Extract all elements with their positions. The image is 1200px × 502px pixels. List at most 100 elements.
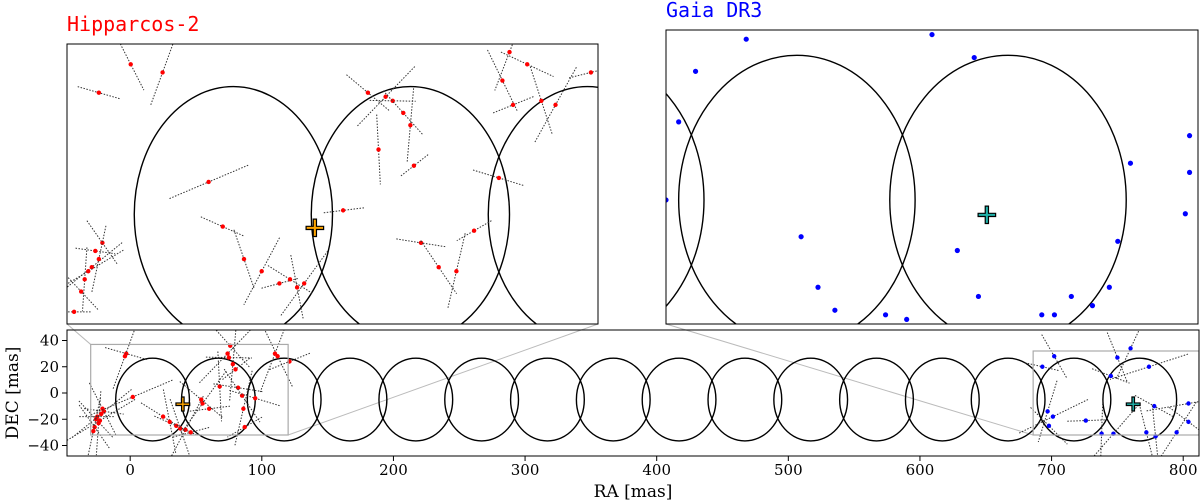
main-data-point <box>253 396 258 401</box>
hipparcos-axes-frame <box>66 43 599 325</box>
x-tick-label: 500 <box>774 461 803 479</box>
hipparcos-data-point <box>78 289 84 294</box>
main-data-point <box>1115 355 1120 360</box>
gaia-data-point <box>815 284 821 290</box>
hipparcos-data-point <box>500 78 505 83</box>
hipparcos-data-point <box>539 98 544 104</box>
hipparcos-data-point <box>340 208 346 213</box>
hipparcos-data-point <box>277 281 282 286</box>
x-axis-ticks: 0 100 200 300 400 500 600 700 800 <box>125 456 1198 479</box>
main-loop-11 <box>838 357 915 442</box>
main-data-point <box>160 414 166 419</box>
hipparcos-data-point <box>418 240 424 246</box>
gaia-data-point <box>1115 238 1121 244</box>
hipparcos-inset-marker: + <box>303 210 326 243</box>
hipparcos-data-point <box>100 240 105 246</box>
gaia-data-point <box>743 36 749 42</box>
hipparcos-data-point <box>301 281 307 286</box>
main-data-point <box>230 361 236 367</box>
main-scan-line <box>1091 368 1130 384</box>
gaia-data-point <box>904 316 910 323</box>
main-data-point <box>199 397 204 402</box>
main-scan-line <box>227 416 263 438</box>
main-loop-14 <box>1036 357 1112 442</box>
gaia-data-point <box>1039 312 1045 318</box>
main-data-point <box>1083 418 1089 423</box>
gaia-data-point <box>1127 160 1134 166</box>
gaia-data-point <box>832 307 838 313</box>
gaia-data-point <box>692 68 699 74</box>
main-loop-13 <box>970 357 1046 442</box>
main-loop-8 <box>641 357 717 442</box>
gaia-data-point <box>1186 133 1193 139</box>
main-scan-line <box>1030 407 1068 445</box>
hipparcos-scan-line <box>500 51 554 77</box>
gaia-data-point <box>975 293 982 300</box>
main-data-point <box>1052 354 1057 359</box>
y-axis-label: DEC [mas] <box>3 347 23 440</box>
main-data-point <box>1186 419 1191 425</box>
main-data-point <box>272 351 278 356</box>
main-data-point <box>233 367 238 372</box>
main-data-point <box>100 406 105 411</box>
gaia-data-point <box>676 119 682 125</box>
hipparcos-data-point <box>588 70 594 75</box>
hipparcos-data-point <box>89 264 94 270</box>
x-tick-label: 700 <box>1037 461 1066 479</box>
main-data-point <box>122 354 128 359</box>
gaia-loop-10 <box>0 55 71 344</box>
main-loop-5 <box>444 357 520 442</box>
main-data-point <box>239 393 245 398</box>
main-scan-line <box>88 382 117 435</box>
main-loop-6 <box>509 357 585 442</box>
gaia-inset-marker: + <box>975 198 998 231</box>
main-data-point <box>174 423 179 429</box>
gaia-data-point <box>971 54 977 61</box>
main-scan-line <box>1160 401 1197 456</box>
main-data-point <box>178 426 183 431</box>
main-data-point <box>225 351 230 356</box>
hipparcos-data-point <box>160 70 165 75</box>
main-scan-line <box>1138 404 1153 456</box>
y-tick-label: 0 <box>49 384 59 402</box>
gaia-loop-14 <box>678 54 916 324</box>
hipparcos-scan-line <box>119 44 145 91</box>
main-data-point <box>226 355 232 360</box>
hipparcos-title: Hipparcos-2 <box>67 12 199 36</box>
main-data-point <box>1046 423 1052 429</box>
connector-right-a <box>665 323 1034 436</box>
hipparcos-data-point <box>287 277 293 282</box>
hipparcos-data-point <box>376 147 381 152</box>
gaia-inset-panel: + Gaia DR3 <box>0 0 1199 344</box>
main-loop-3 <box>312 357 388 442</box>
main-scan-line <box>1146 401 1199 412</box>
gaia-data-point <box>1051 312 1058 318</box>
hipparcos-scan-line <box>267 265 313 294</box>
main-data-point <box>1144 430 1149 435</box>
main-data-point <box>188 430 193 435</box>
zoom-connectors <box>66 323 1034 436</box>
gaia-title: Gaia DR3 <box>666 0 762 22</box>
main-scan-line <box>217 351 223 422</box>
hipparcos-data-point <box>71 309 77 315</box>
zoom-box-0 <box>90 343 289 436</box>
gaia-loop-15 <box>889 54 1127 324</box>
gaia-data-point <box>1182 211 1188 217</box>
hipparcos-data-point <box>220 224 225 229</box>
x-tick-label: 800 <box>1169 461 1198 479</box>
hipparcos-data-point <box>96 256 102 262</box>
x-tick-label: 600 <box>906 461 935 479</box>
y-tick-label: 20 <box>40 358 59 376</box>
main-loop-15 <box>1102 357 1178 442</box>
hipparcos-data-point <box>553 102 558 108</box>
main-data-point <box>200 401 205 406</box>
main-loop-2 <box>246 357 322 442</box>
hipparcos-data-point <box>86 269 91 274</box>
hipparcos-data-point <box>82 277 87 282</box>
main-data-point <box>183 427 188 432</box>
hipparcos-reference-marker: + <box>174 392 192 417</box>
gaia-axes-frame <box>665 29 1199 325</box>
main-data-point <box>1174 430 1179 435</box>
hipparcos-data-point <box>525 62 530 67</box>
